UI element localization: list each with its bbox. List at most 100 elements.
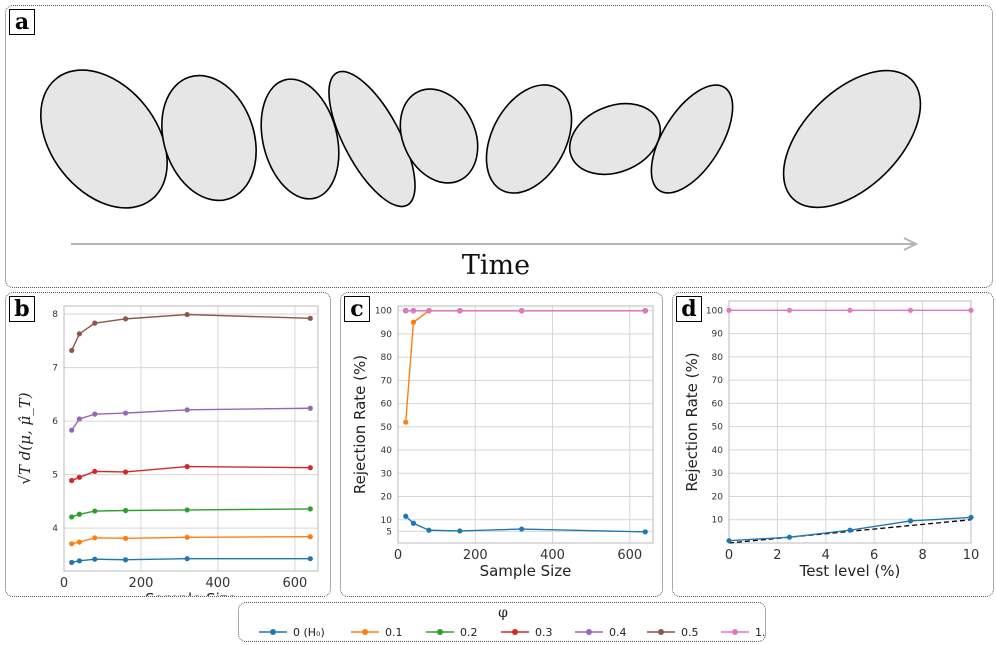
y-tick-label: 10	[712, 516, 724, 526]
panel-b-tag: b	[9, 296, 35, 322]
legend-svg: φ 0 (H₀) 0.1 0.2 0.3 0.4 0.5 1.0	[259, 605, 765, 639]
ellipse-7	[568, 102, 662, 176]
legend-entry-label: 0.5	[681, 626, 699, 639]
time-label: Time	[462, 250, 530, 281]
data-point	[642, 308, 648, 314]
y-tick-label: 80	[381, 353, 393, 363]
data-point	[122, 469, 129, 475]
plot-frame	[728, 300, 972, 544]
x-axis-label: Sample Size	[145, 590, 237, 596]
data-point	[184, 407, 190, 413]
data-point	[69, 514, 75, 520]
x-tick-label: 200	[129, 576, 154, 591]
y-tick-label: 90	[712, 330, 724, 340]
legend-swatch-marker	[437, 629, 443, 635]
data-point	[184, 311, 190, 318]
y-tick-label: 5	[52, 471, 58, 481]
legend-swatch-marker	[658, 629, 664, 635]
series-line	[405, 309, 646, 423]
data-point	[968, 307, 974, 313]
x-tick-label: 0	[60, 576, 68, 591]
y-tick-label: 40	[381, 446, 393, 456]
y-tick-label: 40	[712, 446, 724, 456]
data-point	[726, 307, 732, 313]
y-tick-label: 70	[381, 376, 393, 386]
legend-title: φ	[498, 605, 508, 621]
series-line	[71, 536, 311, 545]
data-point	[403, 513, 409, 519]
y-tick-label: 10	[381, 516, 393, 526]
x-tick-label: 8	[918, 548, 926, 563]
data-point	[122, 557, 129, 563]
legend-entry-label: 0.3	[535, 626, 553, 639]
data-point	[410, 520, 417, 526]
y-axis-label: √T d(μ, μ̂_T)	[16, 392, 34, 484]
y-tick-label: 8	[52, 310, 58, 320]
y-tick-label: 6	[52, 417, 58, 427]
data-point	[410, 319, 417, 325]
y-tick-label: 90	[381, 330, 393, 340]
legend-entry-label: 0.2	[460, 626, 478, 639]
data-point	[122, 316, 129, 322]
legend-entry-label: 1.0	[755, 626, 765, 639]
chart-b: 0 200 400 600 4 5 6 7 8 Sample Size √T d(μ, μ̂_T)	[16, 305, 319, 596]
data-point	[847, 307, 853, 313]
x-tick-label: 6	[870, 548, 878, 563]
data-point	[907, 518, 914, 524]
panel-a: a Time	[5, 5, 993, 288]
data-point	[76, 539, 82, 545]
y-tick-label: 60	[712, 399, 724, 409]
panel-d-tag: d	[676, 296, 702, 322]
x-axis-label: Test level (%)	[799, 562, 901, 580]
y-tick-label: 4	[52, 524, 58, 534]
data-point	[403, 308, 409, 314]
data-point	[907, 307, 914, 313]
data-point	[786, 307, 793, 313]
y-axis-label: Rejection Rate (%)	[683, 352, 701, 491]
data-point	[519, 526, 525, 532]
x-tick-label: 0	[725, 548, 733, 563]
data-point	[69, 427, 75, 433]
data-point	[726, 538, 732, 544]
data-point	[184, 534, 190, 540]
data-point	[92, 468, 98, 475]
data-point	[184, 556, 190, 562]
panel-c-tag: c	[344, 296, 370, 322]
y-tick-label: 5	[386, 527, 392, 537]
ellipse-8	[650, 84, 734, 194]
data-point	[786, 534, 793, 540]
data-point	[307, 465, 313, 471]
data-point	[69, 477, 75, 484]
series-line	[71, 508, 311, 518]
data-point	[76, 511, 82, 517]
chart-d: 0 2 4 6 8 10 10 20 30 40 50 60 70 80 90 100 Test level (…	[683, 300, 979, 580]
data-point	[847, 527, 853, 533]
ellipse-4	[328, 70, 416, 208]
ellipse-3	[260, 78, 340, 200]
data-point	[76, 331, 82, 337]
x-tick-label: 200	[463, 548, 488, 563]
chart-c: 0 200 400 600 510 20 30 40 50 60 70 80 90 100 Sample S…	[351, 305, 654, 580]
ellipse-5	[399, 88, 479, 184]
data-point	[403, 419, 409, 425]
y-tick-label: 100	[706, 306, 723, 316]
series-line	[71, 465, 311, 482]
plot-frame	[63, 305, 319, 572]
legend-swatch-marker	[586, 629, 592, 635]
panel-c: c 0 200 400 600 5 10 20 30 40 50 60 70 80 90 100 Sample…	[340, 292, 663, 597]
data-point	[457, 528, 463, 534]
series-line	[405, 515, 646, 533]
ellipse-1	[40, 69, 168, 209]
data-point	[410, 308, 417, 314]
series-line	[71, 407, 311, 431]
data-point	[69, 347, 75, 354]
legend-swatch-marker	[270, 629, 276, 635]
data-point	[92, 535, 98, 541]
data-point	[92, 411, 98, 417]
data-point	[69, 559, 75, 566]
data-point	[307, 534, 313, 540]
data-point	[426, 308, 432, 314]
y-tick-label: 50	[381, 423, 393, 433]
y-tick-label: 30	[381, 469, 393, 479]
data-point	[184, 464, 190, 470]
